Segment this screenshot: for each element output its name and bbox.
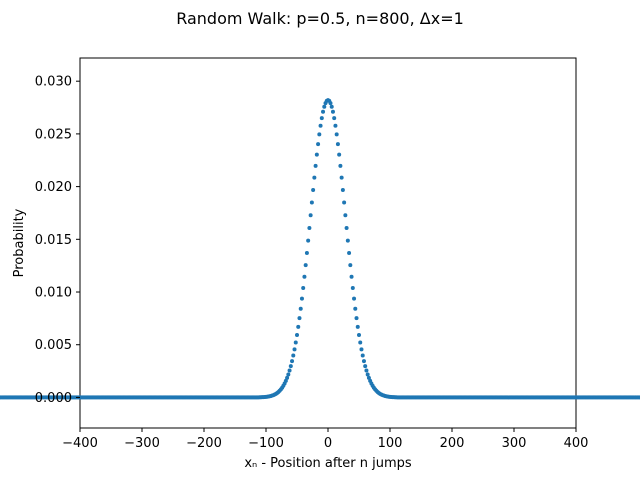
data-point [342,200,347,205]
data-point [366,375,371,380]
y-tick-label: 0.030 [35,75,72,90]
data-point [352,296,357,301]
data-point [292,347,297,352]
data-point [318,123,323,128]
data-point [309,200,314,205]
data-point [335,142,340,147]
y-tick-label: 0.020 [35,180,72,195]
data-point [349,274,354,279]
x-tick-label: −300 [124,436,160,451]
data-point [283,378,288,383]
data-point [287,368,292,373]
scatter-points [0,98,640,400]
x-tick-label: −400 [62,436,98,451]
x-axis-label: xₙ - Position after n jumps [244,456,412,471]
data-point [333,123,338,128]
data-point [334,132,339,137]
chart-title: Random Walk: p=0.5, n=800, Δx=1 [176,9,464,28]
y-tick-label: 0.010 [35,286,72,301]
y-axis: 0.000 0.005 0.010 0.015 0.020 0.025 0.030 [35,75,80,406]
data-point [337,152,342,157]
x-tick-label: 200 [440,436,465,451]
data-point [286,372,291,377]
x-tick-label: 100 [378,436,403,451]
data-point [338,163,343,168]
data-point [303,263,308,268]
data-point [317,132,322,137]
data-point [319,116,324,121]
y-tick-label: 0.005 [35,338,72,353]
data-point [343,213,348,218]
data-point [285,375,290,380]
data-point [361,359,366,364]
data-point [359,347,364,352]
data-point [344,225,349,230]
data-point [299,296,304,301]
data-point [301,285,306,290]
data-point [363,364,368,369]
data-point [321,109,326,114]
data-point [347,250,352,255]
data-point [314,152,319,157]
data-point [312,175,317,180]
data-point [298,306,303,311]
data-point [355,324,360,329]
data-point [295,333,299,338]
plot-area: −400 −300 −200 −100 0 100 200 300 400 0.000 0.005… [0,57,640,451]
data-point [293,340,298,345]
data-point [296,324,301,329]
data-point [316,142,321,147]
data-point [290,359,295,364]
x-tick-label: −200 [186,436,222,451]
data-point [308,213,313,218]
data-point [350,285,355,290]
data-point [297,316,302,321]
data-point [365,372,370,377]
y-tick-label: 0.025 [35,127,72,142]
data-point [354,316,359,321]
data-point [307,225,312,230]
data-point [339,175,344,180]
y-tick-label: 0.015 [35,233,72,248]
data-point [328,101,333,106]
data-point [313,163,318,168]
data-point [302,274,307,279]
data-point [288,364,293,369]
y-axis-label: Probability [12,208,27,277]
data-point [291,353,296,358]
x-tick-label: 0 [324,436,332,451]
data-point [357,333,361,338]
data-point [340,187,345,192]
data-point [311,187,316,192]
data-point [348,263,353,268]
data-point [364,368,369,373]
data-point [329,104,334,109]
x-axis: −400 −300 −200 −100 0 100 200 300 400 [62,428,588,451]
data-point [332,116,337,121]
data-point [322,104,327,109]
data-point [306,238,311,243]
data-point [345,238,350,243]
x-tick-label: 300 [502,436,527,451]
x-tick-label: 400 [564,436,589,451]
data-point [353,306,358,311]
y-tick-label: 0.000 [35,391,72,406]
data-point [360,353,365,358]
data-point [358,340,363,345]
data-point [304,250,309,255]
data-point [330,109,335,114]
x-tick-label: −100 [248,436,284,451]
